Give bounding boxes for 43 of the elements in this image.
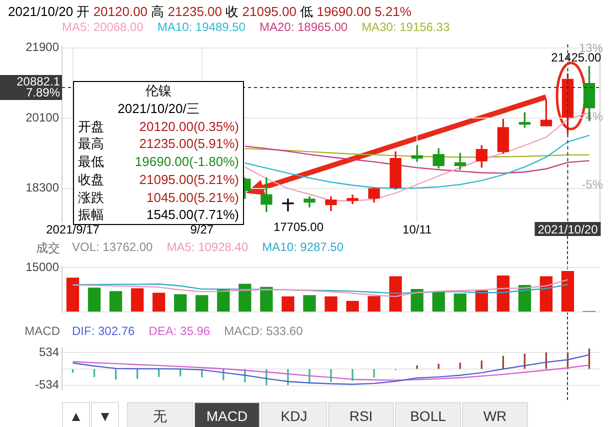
text: 涨跌 1045.00(5.21%) bbox=[78, 190, 239, 204]
y-tick-label: 15000 bbox=[26, 260, 60, 274]
text: MA5: 20068.00 bbox=[62, 20, 144, 34]
series-label: VOL: 13762.00 bbox=[72, 240, 153, 254]
text: MA10: 9287.50 bbox=[262, 240, 344, 254]
annotation: 2021/10/20/三 bbox=[116, 100, 200, 118]
chart-title: MACD bbox=[24, 324, 60, 338]
y-tick-label: 20100 bbox=[26, 110, 60, 124]
y2-tick-label: -5% bbox=[582, 177, 604, 192]
text: 最高 21235.00(5.91%) bbox=[78, 136, 239, 152]
y-tick-label: -534 bbox=[34, 378, 60, 392]
x-tick-label: 10/11 bbox=[402, 222, 432, 237]
annotation: 伦镍 bbox=[144, 82, 172, 100]
text: DEA: 35.96 bbox=[148, 324, 210, 338]
text: KDJ bbox=[261, 402, 327, 427]
text: 开盘 20120.00(0.35%) bbox=[78, 118, 239, 134]
ref-line-label: 20882.1 7.89% bbox=[16, 74, 60, 100]
y-tick-label: 18300 bbox=[26, 180, 60, 195]
x-tick-label: 9/27 bbox=[190, 222, 214, 237]
y-tick-label: 21900 bbox=[26, 40, 60, 54]
annotation: 17705.00 bbox=[273, 220, 324, 234]
text: ▼ bbox=[91, 402, 119, 427]
text: MACD bbox=[194, 402, 260, 427]
text: MA10: 19489.50 bbox=[157, 20, 246, 34]
text: WR bbox=[462, 402, 528, 427]
text: 无 bbox=[127, 402, 193, 427]
text: 最低 19690.00(-1.80%) bbox=[78, 154, 239, 169]
x-tick-label: 2021/10/20 bbox=[538, 222, 598, 236]
text: 振幅 1545.00(7.71%) bbox=[78, 207, 239, 222]
text: 收盘 21095.00(5.21%) bbox=[78, 172, 239, 187]
annotation: 21425.00 bbox=[551, 50, 602, 65]
text: ▲ bbox=[62, 402, 90, 427]
x-tick-label: 2021/9/17 bbox=[46, 222, 100, 237]
text: MA30: 19156.33 bbox=[362, 20, 450, 34]
text: MACD: 533.60 bbox=[224, 324, 303, 338]
chart-title: 2021/10/20 开 20120.00 高 21235.00 收 21095.00 低 19690.00 5.21% bbox=[8, 4, 412, 19]
text: MA5: 10928.40 bbox=[166, 240, 248, 254]
text: MA20: 18965.00 bbox=[259, 20, 348, 34]
text: RSI bbox=[328, 402, 394, 427]
text: BOLL bbox=[395, 402, 461, 427]
y-tick-label: 534 bbox=[38, 344, 60, 359]
chart-title: 成交 bbox=[35, 240, 60, 257]
text: DIF: 302.76 bbox=[72, 324, 135, 338]
